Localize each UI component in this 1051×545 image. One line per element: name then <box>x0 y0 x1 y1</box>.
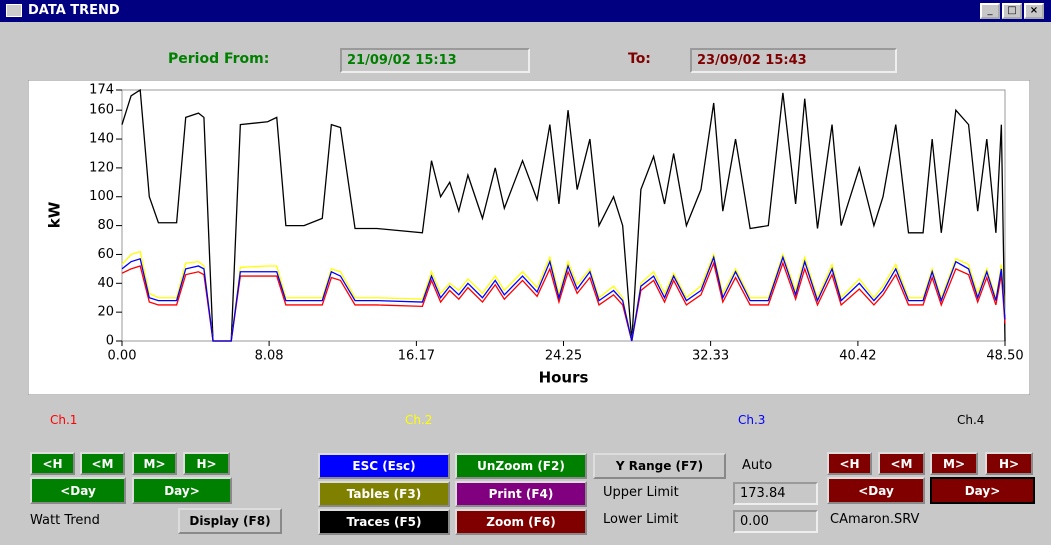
y-tick-label: 160 <box>89 103 114 118</box>
nav-button[interactable]: H> <box>985 452 1033 475</box>
lower-limit-label: Lower Limit <box>603 512 679 527</box>
period-from-label: Period From: <box>168 51 270 67</box>
y-tick-label: 174 <box>89 83 114 98</box>
minimize-button[interactable]: _ <box>980 3 1000 19</box>
app-icon <box>6 4 22 17</box>
window-title: DATA TREND <box>28 3 120 18</box>
auto-label: Auto <box>742 458 773 473</box>
trend-label: Watt Trend <box>30 513 100 528</box>
unzoom-button[interactable]: UnZoom (F2) <box>455 453 587 479</box>
server-label: CAmaron.SRV <box>830 512 920 527</box>
channel-label: Ch.4 <box>957 413 985 427</box>
nav-button[interactable]: <H <box>30 452 75 475</box>
channel-label: Ch.1 <box>50 413 78 427</box>
nav-button[interactable]: H> <box>183 452 230 475</box>
period-from-field[interactable]: 21/09/02 15:13 <box>340 48 530 73</box>
y-tick-label: 80 <box>97 218 114 233</box>
esc-button[interactable]: ESC (Esc) <box>318 453 450 479</box>
nav-button[interactable]: <M <box>80 452 125 475</box>
display-button[interactable]: Display (F8) <box>178 508 282 534</box>
trend-line <box>121 88 1006 342</box>
nav-button[interactable]: <M <box>878 452 925 475</box>
y-tick-label: 0 <box>106 334 114 349</box>
trend-line <box>121 260 1006 342</box>
x-tick-label: 0.00 <box>108 349 137 364</box>
nav-button[interactable]: M> <box>132 452 177 475</box>
nav-button[interactable]: M> <box>930 452 978 475</box>
maximize-button[interactable]: □ <box>1002 3 1022 19</box>
lower-limit-field[interactable]: 0.00 <box>733 510 818 533</box>
zoom-button[interactable]: Zoom (F6) <box>455 509 587 535</box>
x-tick-label: 8.08 <box>255 349 284 364</box>
traces-button[interactable]: Traces (F5) <box>318 509 450 535</box>
y-range-button[interactable]: Y Range (F7) <box>593 453 726 479</box>
channel-label: Ch.2 <box>405 413 433 427</box>
title-bar: DATA TREND _ □ × <box>0 0 1051 22</box>
nav-button[interactable]: <Day <box>827 477 925 504</box>
nav-button[interactable]: <H <box>827 452 872 475</box>
period-to-field[interactable]: 23/09/02 15:43 <box>690 48 897 73</box>
x-tick-label: 32.33 <box>692 349 729 364</box>
y-tick-label: 20 <box>97 305 114 320</box>
upper-limit-field[interactable]: 173.84 <box>733 482 818 505</box>
period-to-label: To: <box>628 51 651 67</box>
y-tick-label: 40 <box>97 276 114 291</box>
x-tick-label: 16.17 <box>398 349 435 364</box>
y-tick-label: 60 <box>97 247 114 262</box>
upper-limit-label: Upper Limit <box>603 485 679 500</box>
channel-label: Ch.3 <box>738 413 766 427</box>
y-tick-label: 120 <box>89 160 114 175</box>
tables-button[interactable]: Tables (F3) <box>318 481 450 507</box>
chart-frame <box>28 80 1030 395</box>
y-tick-label: 100 <box>89 189 114 204</box>
x-axis-label: Hours <box>539 369 589 387</box>
x-tick-label: 24.25 <box>545 349 582 364</box>
close-button[interactable]: × <box>1024 3 1044 19</box>
nav-button[interactable]: <Day <box>30 477 126 504</box>
nav-button[interactable]: Day> <box>930 477 1035 504</box>
trend-line <box>121 255 1006 342</box>
y-tick-label: 140 <box>89 132 114 147</box>
chart: 0 20 40 60 80 100 120 140 160 174 0.00 8.08 16.17 24.… <box>28 80 1030 395</box>
print-button[interactable]: Print (F4) <box>455 481 587 507</box>
trend-line <box>121 250 1006 342</box>
nav-button[interactable]: Day> <box>132 477 232 504</box>
y-axis-label: kW <box>46 201 64 228</box>
x-tick-label: 48.50 <box>986 349 1023 364</box>
x-tick-label: 40.42 <box>839 349 876 364</box>
